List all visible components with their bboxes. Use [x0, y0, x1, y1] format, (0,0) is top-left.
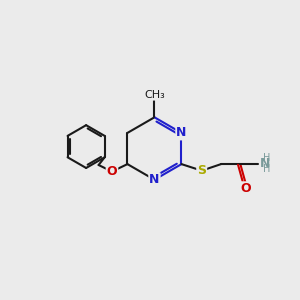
Text: N: N — [176, 126, 187, 140]
Text: H: H — [263, 164, 271, 175]
Text: O: O — [240, 182, 251, 195]
Text: H: H — [263, 153, 271, 163]
Text: CH₃: CH₃ — [144, 90, 165, 100]
Text: O: O — [107, 165, 117, 178]
Text: N: N — [260, 157, 270, 170]
Text: N: N — [149, 173, 160, 186]
Text: S: S — [197, 164, 206, 177]
